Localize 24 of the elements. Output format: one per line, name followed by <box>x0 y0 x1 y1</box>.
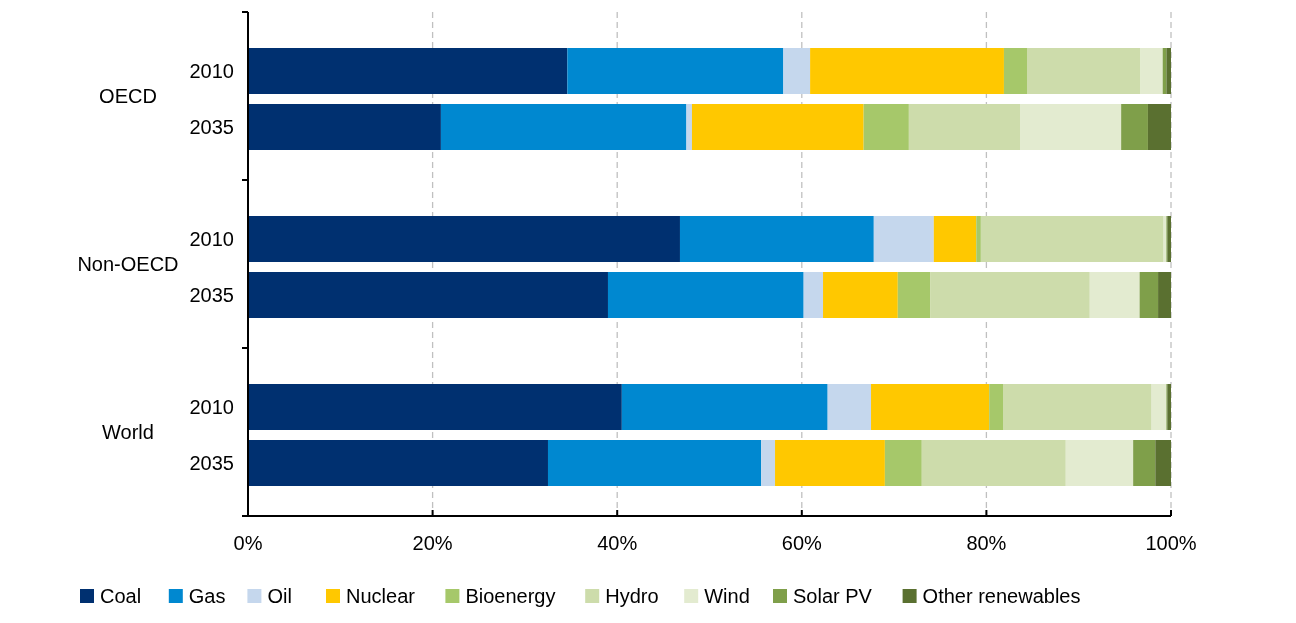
text: World <box>102 421 154 443</box>
x-tick-label: 40% <box>597 532 638 554</box>
y-tick-label: 2035 <box>189 116 234 138</box>
y-tick-label: 2035 <box>189 452 234 474</box>
y-tick-label: 2010 <box>189 228 234 250</box>
y-tick-label: 2010 <box>189 396 234 418</box>
legend-label: Hydro <box>605 585 659 607</box>
x-tick-label: 80% <box>966 532 1007 554</box>
x-tick-label: 100% <box>1145 532 1197 554</box>
legend-label: Wind <box>704 585 750 607</box>
text: Non-OECD <box>77 253 179 275</box>
legend-label: Oil <box>267 585 292 607</box>
y-tick-label: 2035 <box>189 284 234 306</box>
legend-label: Nuclear <box>346 585 416 607</box>
y-tick-label: 2010 <box>189 60 234 82</box>
legend-label: Bioenergy <box>465 585 556 607</box>
x-tick-label: 20% <box>412 532 453 554</box>
x-tick-label: 0% <box>233 532 263 554</box>
x-tick-label: 60% <box>781 532 823 554</box>
legend-label: Solar PV <box>793 585 873 607</box>
legend-label: Coal <box>100 585 142 607</box>
legend-label: Gas <box>188 585 226 607</box>
text: OECD <box>99 85 157 107</box>
legend-label: Other renewables <box>922 585 1081 607</box>
